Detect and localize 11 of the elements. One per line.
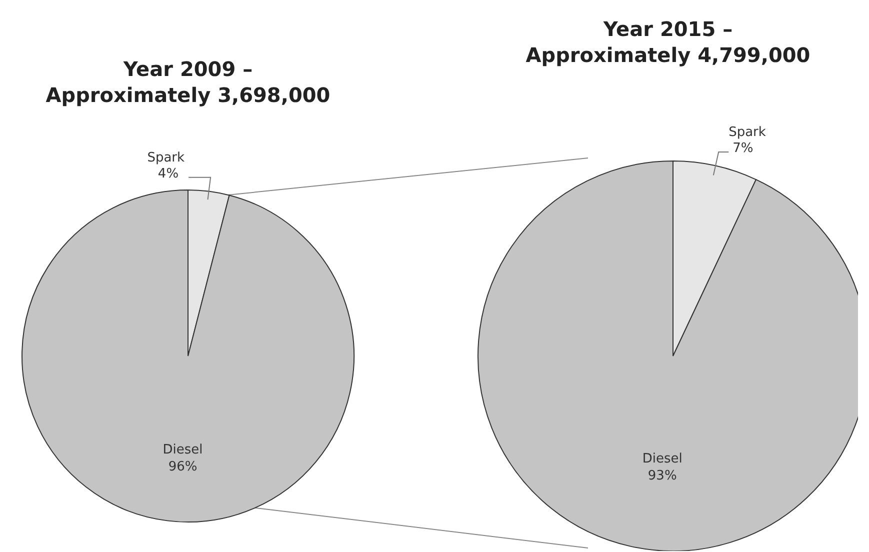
data-label: 96% [168, 460, 198, 475]
chart-title: Year 2015 – Approximately 4,799,000 [524, 16, 812, 68]
data-label: 4% [158, 166, 179, 182]
pie-slice [22, 190, 354, 522]
data-label: 7% [732, 141, 754, 156]
slice-label: Spark [147, 150, 186, 166]
slice-label: Diesel [162, 442, 203, 458]
data-label: 93% [648, 468, 677, 484]
chart-title: Year 2009 – Approximately 3,698,000 [44, 56, 332, 108]
slice-label: Spark [728, 125, 766, 140]
slice-label: Diesel [642, 452, 682, 467]
